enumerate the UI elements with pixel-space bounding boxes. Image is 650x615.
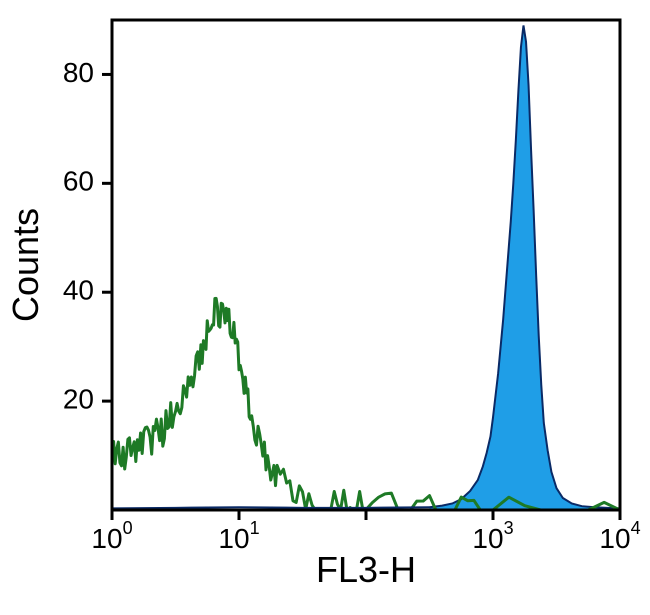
chart-svg: 20406080100101103104FL3-HCounts	[0, 0, 650, 615]
y-tick-label: 20	[63, 384, 94, 415]
flow-cytometry-chart: 20406080100101103104FL3-HCounts	[0, 0, 650, 615]
y-tick-label: 80	[63, 57, 94, 88]
y-axis-label: Counts	[5, 208, 46, 322]
y-tick-label: 60	[63, 166, 94, 197]
y-tick-label: 40	[63, 275, 94, 306]
series-blue-baseline	[112, 507, 430, 508]
x-axis-label: FL3-H	[316, 549, 416, 590]
